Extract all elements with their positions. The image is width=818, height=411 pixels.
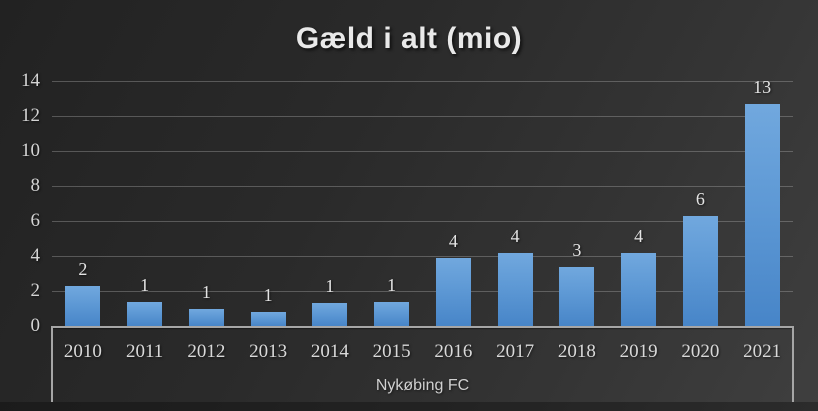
- bar-2020: [682, 215, 718, 326]
- x-axis-tick-label: 2013: [249, 341, 288, 362]
- gridline-12: [52, 116, 793, 117]
- chart-title: Gæld i alt (mio): [295, 22, 523, 55]
- y-axis-tick-label: 12: [21, 105, 40, 126]
- bar-2012: [188, 308, 224, 326]
- x-axis-tick-label: 2012: [187, 341, 226, 362]
- y-axis-tick-label: 8: [30, 175, 41, 196]
- x-axis-tick-label: 2015: [372, 341, 411, 362]
- bar-value-label: 3: [572, 239, 582, 260]
- bar-2021: [744, 103, 780, 326]
- y-axis-tick-label: 10: [21, 140, 40, 161]
- y-axis-tick-label: 4: [30, 245, 41, 266]
- x-axis-tick-label: 2017: [496, 341, 535, 362]
- bar-2018: [559, 266, 595, 326]
- bar-value-label: 1: [263, 285, 273, 305]
- gridline-6: [52, 221, 793, 222]
- x-axis-tick-label: 2018: [557, 341, 596, 362]
- bar-value-label: 1: [325, 276, 335, 297]
- bar-2011: [127, 301, 163, 326]
- bar-value-label: 2: [78, 258, 88, 279]
- bar-2017: [497, 252, 533, 326]
- x-axis-tick-label: 2010: [63, 341, 102, 362]
- x-axis-line: [51, 326, 794, 328]
- axis-box-left-border: [51, 326, 53, 402]
- y-axis-tick-label: 14: [21, 70, 40, 91]
- bar-value-label: 1: [387, 274, 397, 295]
- x-axis-tick-label: 2020: [681, 341, 720, 362]
- y-axis-tick-label: 6: [30, 210, 41, 231]
- x-axis-tick-label: 2019: [619, 341, 658, 362]
- bar-value-label: 4: [448, 230, 458, 251]
- x-axis-tick-label: 2021: [743, 341, 782, 362]
- x-axis-tick-label: 2011: [125, 341, 164, 362]
- bar-2019: [621, 252, 657, 326]
- bar-value-label: 1: [140, 274, 150, 295]
- bar-value-label: 4: [634, 225, 644, 246]
- x-axis-tick-label: 2016: [434, 341, 473, 362]
- y-axis-tick-label: 2: [30, 280, 41, 301]
- axis-box-right-border: [792, 326, 794, 402]
- gridline-14: [52, 81, 793, 82]
- gridline-10: [52, 151, 793, 152]
- bottom-vignette: [0, 402, 818, 411]
- gridline-2: [52, 291, 793, 292]
- bar-value-label: 13: [753, 76, 772, 97]
- bar-value-label: 1: [201, 281, 211, 302]
- x-axis-title: Nykøbing FC: [375, 377, 470, 394]
- bar-2014: [312, 303, 348, 326]
- gridline-4: [52, 256, 793, 257]
- bar-2016: [435, 257, 471, 326]
- bar-2013: [250, 312, 286, 326]
- y-axis-tick-label: 0: [30, 315, 41, 336]
- bar-value-label: 6: [695, 188, 705, 209]
- bar-2010: [65, 285, 101, 326]
- bar-2015: [374, 301, 410, 326]
- x-axis-tick-label: 2014: [310, 341, 349, 362]
- gridline-8: [52, 186, 793, 187]
- bar-value-label: 4: [510, 225, 520, 246]
